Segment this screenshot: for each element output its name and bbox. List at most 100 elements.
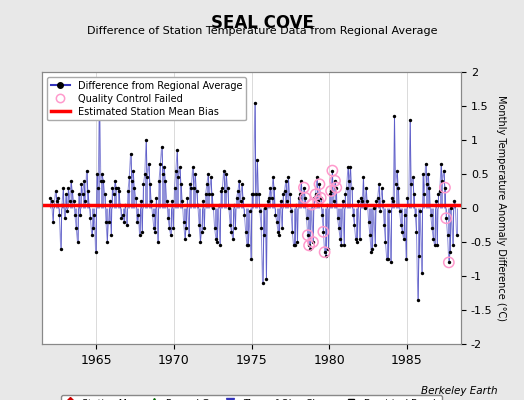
Point xyxy=(135,232,144,238)
Point xyxy=(314,198,322,204)
Point xyxy=(99,178,107,184)
Point xyxy=(393,167,401,174)
Point xyxy=(337,242,346,248)
Point xyxy=(267,195,276,201)
Point xyxy=(51,188,60,194)
Point xyxy=(262,276,270,282)
Point xyxy=(412,229,421,235)
Point xyxy=(198,229,206,235)
Point xyxy=(237,181,246,187)
Point xyxy=(240,212,248,218)
Point xyxy=(280,188,289,194)
Point xyxy=(249,191,258,198)
Point xyxy=(297,178,305,184)
Point xyxy=(121,201,129,208)
Point xyxy=(362,184,370,191)
Point xyxy=(441,184,449,191)
Point xyxy=(244,242,253,248)
Y-axis label: Monthly Temperature Anomaly Difference (°C): Monthly Temperature Anomaly Difference (… xyxy=(496,95,506,321)
Point xyxy=(192,188,201,194)
Point xyxy=(308,201,316,208)
Point xyxy=(174,174,183,181)
Point xyxy=(196,239,204,245)
Point xyxy=(379,198,387,204)
Point xyxy=(112,184,121,191)
Point xyxy=(419,171,427,177)
Point xyxy=(316,195,325,201)
Point xyxy=(72,225,80,232)
Point xyxy=(204,171,212,177)
Point xyxy=(380,222,388,228)
Point xyxy=(169,225,178,232)
Point xyxy=(118,212,127,218)
Point xyxy=(132,195,140,201)
Point xyxy=(446,249,454,255)
Point xyxy=(250,100,259,106)
Point xyxy=(278,225,286,232)
Point xyxy=(303,232,312,238)
Point xyxy=(344,164,352,170)
Point xyxy=(108,184,117,191)
Point xyxy=(214,201,223,208)
Point xyxy=(303,232,312,238)
Point xyxy=(128,178,136,184)
Point xyxy=(315,181,324,187)
Point xyxy=(176,164,184,170)
Point xyxy=(140,171,149,177)
Point xyxy=(107,232,115,238)
Point xyxy=(311,191,320,198)
Point xyxy=(441,184,449,191)
Point xyxy=(367,249,375,255)
Point xyxy=(332,184,341,191)
Point xyxy=(86,215,95,222)
Point xyxy=(125,174,134,181)
Point xyxy=(271,212,280,218)
Point xyxy=(79,191,87,198)
Point xyxy=(349,212,357,218)
Point xyxy=(231,225,239,232)
Point xyxy=(350,222,358,228)
Point xyxy=(296,191,304,198)
Point xyxy=(305,242,313,248)
Point xyxy=(106,198,114,204)
Point xyxy=(68,188,77,194)
Point xyxy=(168,198,176,204)
Point xyxy=(85,201,93,208)
Point xyxy=(178,198,187,204)
Point xyxy=(52,198,61,204)
Point xyxy=(183,195,192,201)
Point xyxy=(445,259,453,266)
Point xyxy=(115,188,123,194)
Point xyxy=(318,212,326,218)
Point xyxy=(167,232,175,238)
Point xyxy=(155,178,163,184)
Point xyxy=(111,178,119,184)
Point xyxy=(449,242,457,248)
Point xyxy=(133,218,141,225)
Point xyxy=(160,164,168,170)
Point xyxy=(58,201,66,208)
Point xyxy=(309,239,317,245)
Point xyxy=(266,184,275,191)
Point xyxy=(420,191,429,198)
Point xyxy=(310,195,319,201)
Point xyxy=(440,167,448,174)
Point xyxy=(386,259,395,266)
Point xyxy=(335,225,343,232)
Point xyxy=(340,242,348,248)
Point xyxy=(331,178,339,184)
Point xyxy=(186,181,194,187)
Point xyxy=(363,198,372,204)
Point xyxy=(355,235,364,242)
Point xyxy=(433,242,441,248)
Point xyxy=(235,178,244,184)
Point xyxy=(145,160,153,167)
Point xyxy=(325,191,334,198)
Point xyxy=(139,181,148,187)
Point xyxy=(64,184,73,191)
Point xyxy=(328,167,336,174)
Point xyxy=(73,239,82,245)
Point xyxy=(211,225,219,232)
Point xyxy=(388,195,396,201)
Point xyxy=(328,167,336,174)
